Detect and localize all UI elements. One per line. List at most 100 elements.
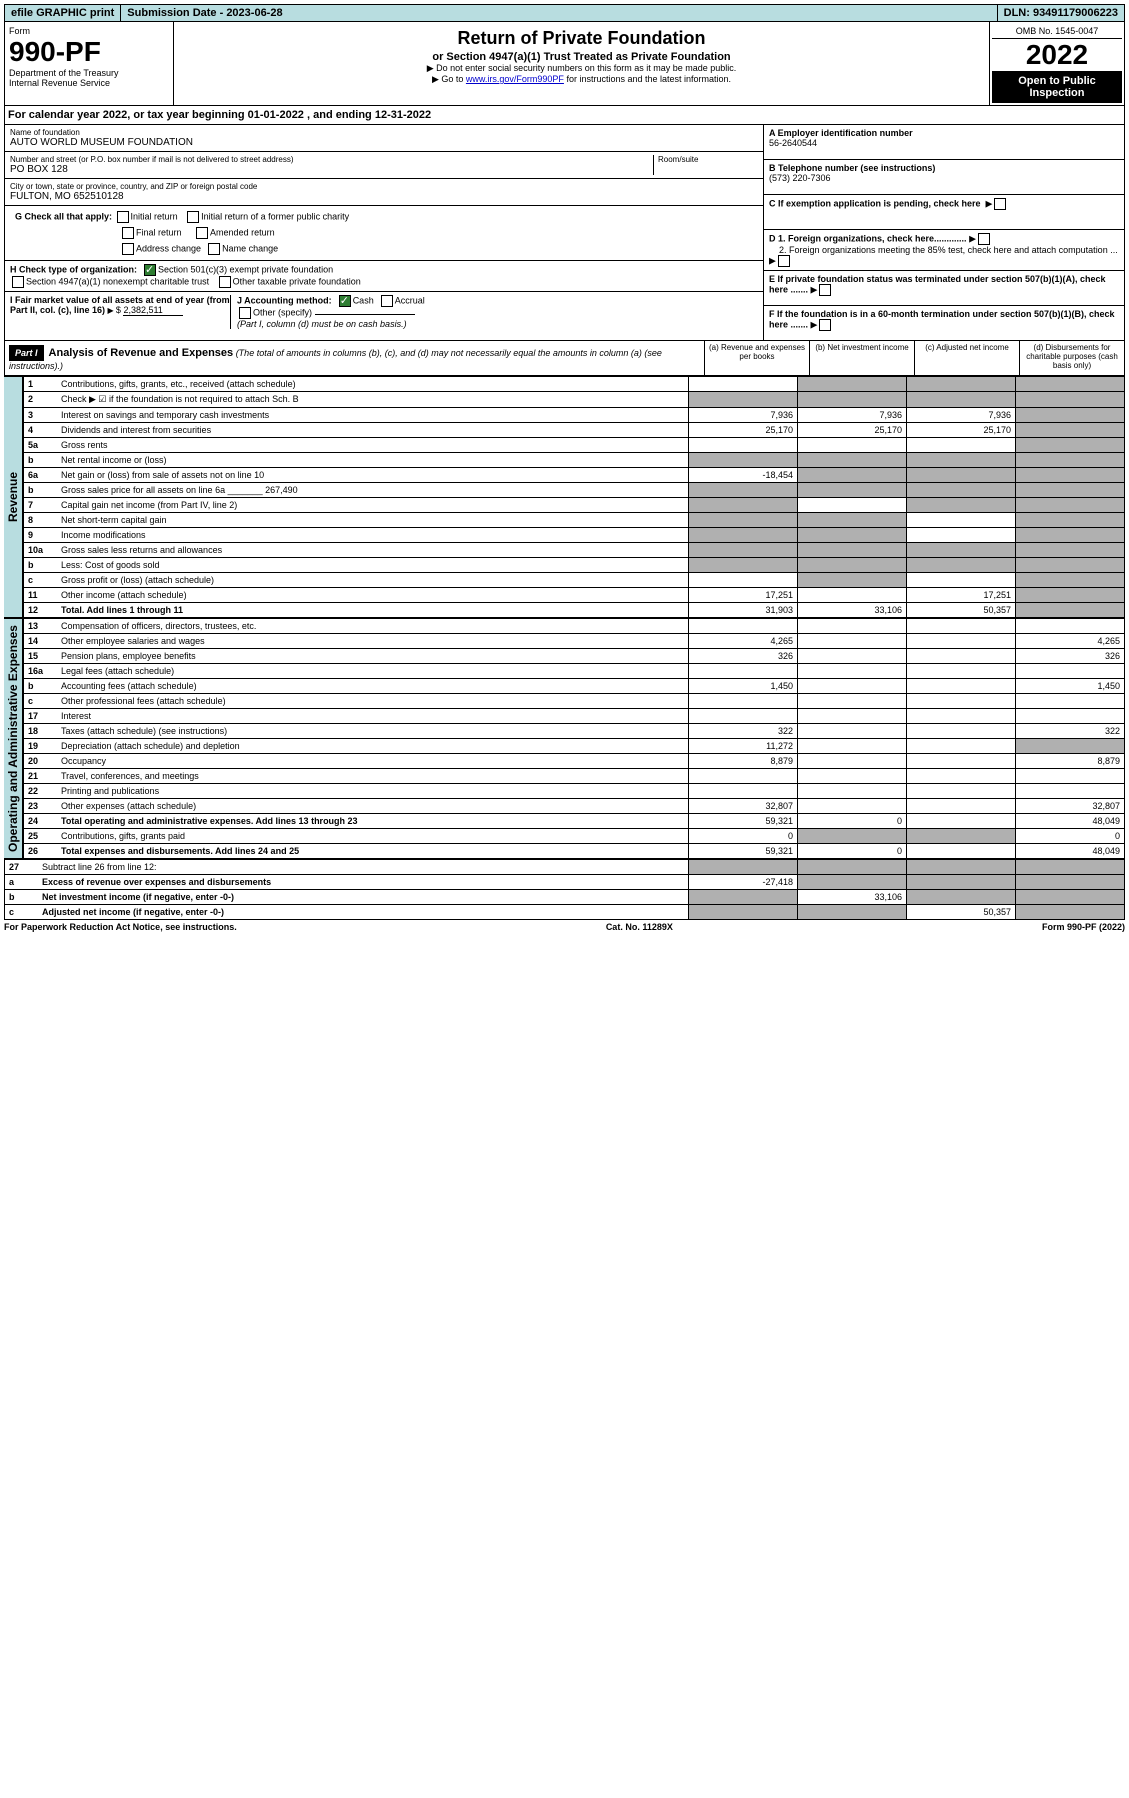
irs-link[interactable]: www.irs.gov/Form990PF — [466, 74, 564, 84]
paperwork-notice: For Paperwork Reduction Act Notice, see … — [4, 922, 237, 932]
table-row: 10aGross sales less returns and allowanc… — [24, 543, 1125, 558]
h-label: H Check type of organization: — [10, 264, 137, 274]
table-row: 5aGross rents — [24, 438, 1125, 453]
table-row: aExcess of revenue over expenses and dis… — [5, 875, 1125, 890]
table-row: 6aNet gain or (loss) from sale of assets… — [24, 468, 1125, 483]
entity-info-grid: Name of foundation AUTO WORLD MUSEUM FOU… — [4, 125, 1125, 341]
other-method-checkbox[interactable] — [239, 307, 251, 319]
form-title: Return of Private Foundation — [178, 28, 985, 49]
f-checkbox[interactable] — [819, 319, 831, 331]
j-label: J Accounting method: — [237, 295, 332, 305]
table-row: 11Other income (attach schedule)17,25117… — [24, 588, 1125, 603]
col-d-header: (d) Disbursements for charitable purpose… — [1019, 341, 1124, 375]
initial-former-checkbox[interactable] — [187, 211, 199, 223]
table-row: 18Taxes (attach schedule) (see instructi… — [24, 724, 1125, 739]
catalog-number: Cat. No. 11289X — [606, 922, 673, 932]
table-row: 23Other expenses (attach schedule)32,807… — [24, 799, 1125, 814]
table-row: 24Total operating and administrative exp… — [24, 814, 1125, 829]
form-label: Form — [9, 26, 169, 36]
table-row: bNet investment income (if negative, ent… — [5, 890, 1125, 905]
part1-title: Analysis of Revenue and Expenses — [49, 347, 234, 359]
initial-return-checkbox[interactable] — [117, 211, 129, 223]
table-row: 25Contributions, gifts, grants paid00 — [24, 829, 1125, 844]
d2-label: 2. Foreign organizations meeting the 85%… — [769, 245, 1118, 255]
table-row: bLess: Cost of goods sold — [24, 558, 1125, 573]
final-return-checkbox[interactable] — [122, 227, 134, 239]
table-row: 27Subtract line 26 from line 12: — [5, 860, 1125, 875]
fair-market-value: 2,382,511 — [123, 305, 183, 316]
street-address: PO BOX 128 — [10, 164, 653, 175]
table-row: 15Pension plans, employee benefits326326 — [24, 649, 1125, 664]
table-row: 19Depreciation (attach schedule) and dep… — [24, 739, 1125, 754]
table-row: 12Total. Add lines 1 through 1131,90333,… — [24, 603, 1125, 618]
dept-treasury: Department of the Treasury — [9, 68, 169, 78]
revenue-side-label: Revenue — [4, 376, 23, 618]
form-ref: Form 990-PF (2022) — [1042, 922, 1125, 932]
501c3-checkbox[interactable] — [144, 264, 156, 276]
table-row: 8Net short-term capital gain — [24, 513, 1125, 528]
irs-label: Internal Revenue Service — [9, 78, 169, 88]
col-b-header: (b) Net investment income — [809, 341, 914, 375]
table-row: 7Capital gain net income (from Part IV, … — [24, 498, 1125, 513]
table-row: 4Dividends and interest from securities2… — [24, 423, 1125, 438]
name-change-checkbox[interactable] — [208, 243, 220, 255]
efile-print-button[interactable]: efile GRAPHIC print — [5, 5, 121, 21]
e-checkbox[interactable] — [819, 284, 831, 296]
expenses-side-label: Operating and Administrative Expenses — [4, 618, 23, 859]
c-exemption-label: C If exemption application is pending, c… — [769, 198, 981, 208]
d2-checkbox[interactable] — [778, 255, 790, 267]
d1-label: D 1. Foreign organizations, check here..… — [769, 233, 967, 243]
table-row: 26Total expenses and disbursements. Add … — [24, 844, 1125, 859]
ein-value: 56-2640544 — [769, 138, 817, 148]
submission-date: Submission Date - 2023-06-28 — [121, 5, 997, 21]
other-taxable-checkbox[interactable] — [219, 276, 231, 288]
col-c-header: (c) Adjusted net income — [914, 341, 1019, 375]
d1-checkbox[interactable] — [978, 233, 990, 245]
accrual-checkbox[interactable] — [381, 295, 393, 307]
table-row: cOther professional fees (attach schedul… — [24, 694, 1125, 709]
goto-note: ▶ Go to www.irs.gov/Form990PF for instru… — [178, 74, 985, 85]
table-row: 21Travel, conferences, and meetings — [24, 769, 1125, 784]
form-number: 990-PF — [9, 36, 169, 68]
cash-checkbox[interactable] — [339, 295, 351, 307]
table-row: 1Contributions, gifts, grants, etc., rec… — [24, 377, 1125, 392]
table-row: cAdjusted net income (if negative, enter… — [5, 905, 1125, 920]
table-row: cGross profit or (loss) (attach schedule… — [24, 573, 1125, 588]
table-row: bGross sales price for all assets on lin… — [24, 483, 1125, 498]
page-footer: For Paperwork Reduction Act Notice, see … — [4, 920, 1125, 934]
address-change-checkbox[interactable] — [122, 243, 134, 255]
table-row: 22Printing and publications — [24, 784, 1125, 799]
part1-label: Part I — [9, 345, 44, 361]
table-row: 9Income modifications — [24, 528, 1125, 543]
a-ein-label: A Employer identification number — [769, 128, 913, 138]
city-state-zip: FULTON, MO 652510128 — [10, 191, 758, 202]
table-row: 14Other employee salaries and wages4,265… — [24, 634, 1125, 649]
tax-year: 2022 — [992, 39, 1122, 71]
amended-return-checkbox[interactable] — [196, 227, 208, 239]
addr-label: Number and street (or P.O. box number if… — [10, 155, 653, 164]
phone-value: (573) 220-7306 — [769, 173, 831, 183]
table-row: 13Compensation of officers, directors, t… — [24, 619, 1125, 634]
table-row: 3Interest on savings and temporary cash … — [24, 408, 1125, 423]
omb-number: OMB No. 1545-0047 — [992, 24, 1122, 39]
j-note: (Part I, column (d) must be on cash basi… — [237, 319, 407, 329]
table-row: bNet rental income or (loss) — [24, 453, 1125, 468]
table-row: bAccounting fees (attach schedule)1,4501… — [24, 679, 1125, 694]
foundation-name: AUTO WORLD MUSEUM FOUNDATION — [10, 137, 758, 148]
form-header: Form 990-PF Department of the Treasury I… — [4, 22, 1125, 106]
table-row: 17Interest — [24, 709, 1125, 724]
4947-checkbox[interactable] — [12, 276, 24, 288]
form-subtitle: or Section 4947(a)(1) Trust Treated as P… — [178, 51, 985, 63]
table-row: 16aLegal fees (attach schedule) — [24, 664, 1125, 679]
summary-table: 27Subtract line 26 from line 12:aExcess … — [4, 859, 1125, 920]
city-label: City or town, state or province, country… — [10, 182, 758, 191]
c-checkbox[interactable] — [994, 198, 1006, 210]
room-label: Room/suite — [658, 155, 758, 164]
col-a-header: (a) Revenue and expenses per books — [704, 341, 809, 375]
table-row: 2Check ▶ ☑ if the foundation is not requ… — [24, 392, 1125, 408]
top-bar: efile GRAPHIC print Submission Date - 20… — [4, 4, 1125, 22]
calendar-year-row: For calendar year 2022, or tax year begi… — [4, 106, 1125, 125]
open-public-badge: Open to Public Inspection — [992, 71, 1122, 103]
part1-header-row: Part I Analysis of Revenue and Expenses … — [4, 341, 1125, 376]
table-row: 20Occupancy8,8798,879 — [24, 754, 1125, 769]
